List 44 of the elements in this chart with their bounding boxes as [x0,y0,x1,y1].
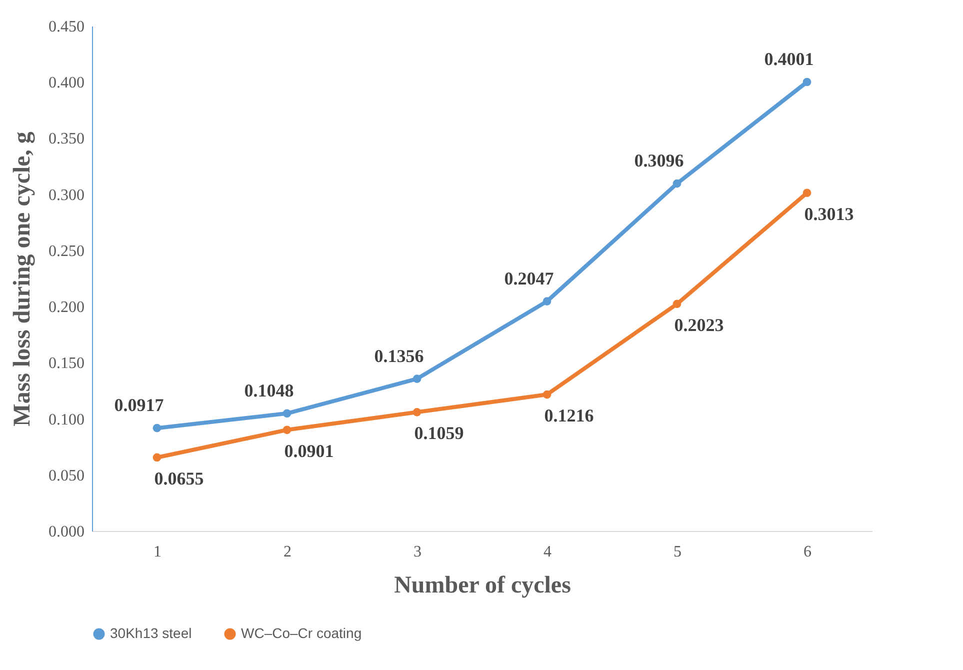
y-tick-label: 0.100 [48,411,84,428]
point [152,424,162,432]
x-tick-label: 5 [674,544,682,560]
point [412,408,422,416]
legend-label: 30Kh13 steel [110,625,192,641]
y-tick-label: 0.050 [48,467,84,484]
point [802,78,812,86]
x-tick-label: 3 [414,544,422,560]
point [412,374,422,383]
x-tick-label: 1 [154,544,162,560]
y-tick-label: 0.350 [48,130,84,148]
point [542,390,552,399]
x-axis-title: Number of cycles [394,572,571,598]
point [672,300,682,308]
data-label: 0.1048 [244,380,294,400]
data-label: 0.1216 [544,406,594,426]
y-tick-label: 0.000 [48,524,84,540]
point [672,179,682,188]
point [282,409,292,418]
data-label: 0.0901 [284,440,334,461]
legend-label: WC–Co–Cr coating [241,625,362,641]
x-tick-label: 6 [804,544,812,560]
point [542,297,552,306]
data-label: 0.3096 [634,150,684,171]
point [152,453,162,462]
y-tick-label: 0.200 [48,299,84,316]
data-label: 0.4001 [764,49,814,69]
y-tick-label: 0.400 [48,74,84,92]
y-tick-label: 0.150 [48,355,84,372]
data-label: 0.0917 [114,395,164,416]
data-label: 0.3013 [804,204,854,224]
data-label: 0.2047 [504,268,554,288]
y-tick-label: 0.450 [48,18,84,36]
data-label: 0.1059 [414,423,464,444]
x-tick-label: 4 [544,544,552,560]
y-axis-title: Mass loss during one cycle, g [10,132,36,426]
point [802,188,812,198]
point [282,426,292,434]
y-tick-label: 0.250 [48,242,84,260]
x-tick-label: 2 [284,544,292,560]
data-label: 0.0655 [154,468,204,488]
y-tick-label: 0.300 [48,186,84,204]
data-label: 0.2023 [674,314,724,335]
data-label: 0.1356 [374,346,424,366]
